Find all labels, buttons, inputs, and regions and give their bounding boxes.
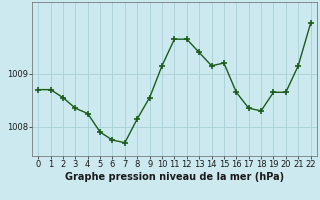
X-axis label: Graphe pression niveau de la mer (hPa): Graphe pression niveau de la mer (hPa) [65, 172, 284, 182]
